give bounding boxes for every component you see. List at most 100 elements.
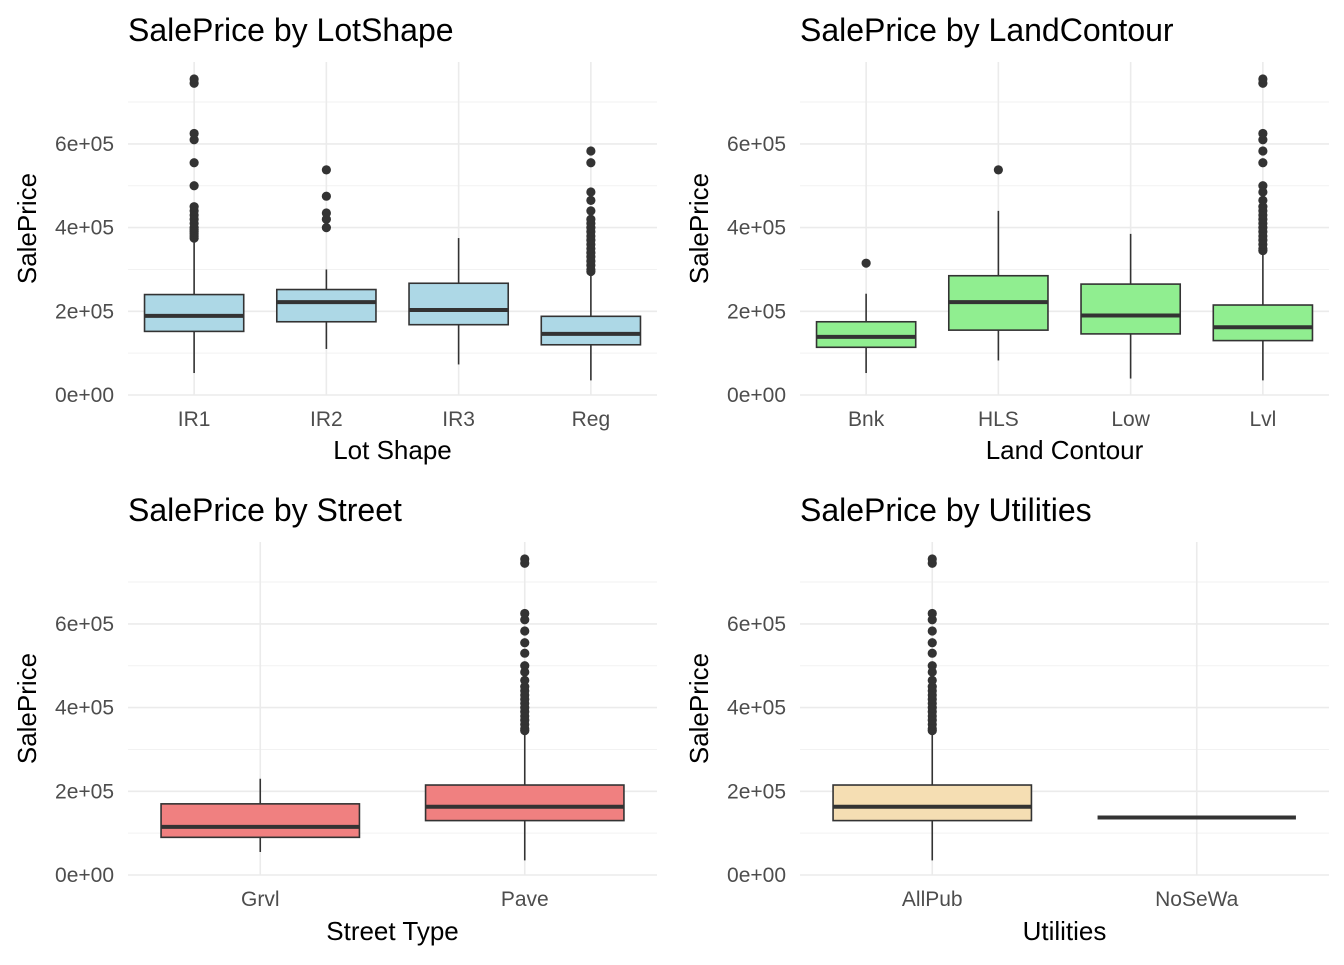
y-axis-title: SalePrice <box>684 173 714 284</box>
outlier-point <box>189 202 199 212</box>
x-tick-label: Low <box>1111 408 1150 431</box>
boxplot-panel-3: 0e+00 2e+05 4e+05 6e+05 Grvl Pave SalePrice by… <box>12 492 657 946</box>
box-IR3 <box>408 238 510 365</box>
box-body <box>143 293 245 333</box>
x-tick-label: AllPub <box>902 888 963 911</box>
box-body <box>1212 304 1314 342</box>
x-tick-label: Bnk <box>848 408 885 431</box>
outlier-point <box>586 146 596 156</box>
outlier-point <box>189 74 199 84</box>
y-tick-label: 2e+05 <box>727 300 786 323</box>
outlier-point <box>520 661 530 671</box>
x-axis-title: Utilities <box>1023 916 1107 946</box>
outlier-point <box>927 608 937 619</box>
y-axis-title: SalePrice <box>684 653 714 764</box>
box-Pave <box>424 554 625 861</box>
box-body <box>540 315 642 346</box>
outlier-point <box>520 626 530 636</box>
outlier-point <box>520 638 530 648</box>
y-tick-label: 6e+05 <box>55 133 114 156</box>
y-axis-title: SalePrice <box>12 653 42 764</box>
chart-title: SalePrice by LandContour <box>800 12 1174 48</box>
box-body <box>160 803 361 839</box>
x-axis-title: Land Contour <box>986 435 1144 465</box>
outlier-point <box>927 675 937 685</box>
y-tick-label: 0e+00 <box>727 864 786 887</box>
boxplot-panel-2: 0e+00 2e+05 4e+05 6e+05 Bnk HLS Low Lvl SalePric… <box>684 12 1329 465</box>
box-Reg <box>540 146 642 381</box>
y-tick-label: 4e+05 <box>727 697 786 720</box>
x-tick-label: Reg <box>572 408 611 431</box>
y-tick-label: 0e+00 <box>55 384 114 407</box>
boxplot-panel-4: 0e+00 2e+05 4e+05 6e+05 AllPub NoSeWa SalePric… <box>684 492 1329 946</box>
y-tick-label: 2e+05 <box>727 780 786 803</box>
outlier-point <box>321 223 331 233</box>
boxplot-panel-1: 0e+00 2e+05 4e+05 6e+05 IR1 IR2 IR3 Reg SalePric… <box>12 12 657 465</box>
outlier-point <box>1258 146 1268 156</box>
box-body <box>408 282 510 326</box>
outlier-point <box>586 195 596 205</box>
box-Bnk <box>815 258 917 374</box>
box-Lvl <box>1212 74 1314 381</box>
box-body <box>1080 283 1182 335</box>
outlier-point <box>189 181 199 191</box>
x-tick-label: Pave <box>501 888 549 911</box>
x-tick-label: Grvl <box>241 888 280 911</box>
outlier-point <box>927 648 937 658</box>
box-HLS <box>947 165 1049 361</box>
outlier-point <box>927 626 937 636</box>
box-body <box>275 288 377 323</box>
x-tick-label: IR3 <box>442 408 475 431</box>
chart-title: SalePrice by Utilities <box>800 492 1092 528</box>
y-tick-label: 6e+05 <box>727 613 786 636</box>
outlier-point <box>586 187 596 197</box>
x-tick-label: Lvl <box>1249 408 1276 431</box>
outlier-point <box>520 675 530 685</box>
y-tick-label: 4e+05 <box>727 217 786 240</box>
x-axis-title: Street Type <box>326 916 459 946</box>
outlier-point <box>1258 74 1268 84</box>
outlier-point <box>586 214 596 224</box>
outlier-point <box>1258 158 1268 168</box>
box-Low <box>1080 233 1182 379</box>
outlier-point <box>321 165 331 175</box>
outlier-point <box>321 208 331 218</box>
x-tick-label: NoSeWa <box>1155 888 1239 911</box>
y-axis-title: SalePrice <box>12 173 42 284</box>
x-axis-title: Lot Shape <box>333 435 452 465</box>
outlier-point <box>586 206 596 216</box>
outlier-point <box>1258 128 1268 139</box>
box-IR1 <box>143 74 245 374</box>
y-tick-label: 2e+05 <box>55 780 114 803</box>
y-tick-label: 4e+05 <box>55 697 114 720</box>
outlier-point <box>927 638 937 648</box>
outlier-point <box>927 661 937 671</box>
y-tick-label: 0e+00 <box>727 384 786 407</box>
outlier-point <box>321 191 331 201</box>
chart-title: SalePrice by Street <box>128 492 402 528</box>
outlier-point <box>993 165 1003 175</box>
box-IR2 <box>275 165 377 349</box>
box-body <box>832 784 1033 822</box>
outlier-point <box>1258 195 1268 205</box>
outlier-point <box>189 158 199 168</box>
y-tick-label: 6e+05 <box>55 613 114 636</box>
box-body <box>815 320 917 349</box>
x-tick-label: IR1 <box>178 408 211 431</box>
outlier-point <box>586 158 596 168</box>
outlier-point <box>520 608 530 619</box>
chart-title: SalePrice by LotShape <box>128 12 454 48</box>
box-AllPub <box>832 554 1033 861</box>
box-Grvl <box>160 778 361 852</box>
outlier-point <box>927 554 937 564</box>
outlier-point <box>520 648 530 658</box>
box-body <box>424 784 625 822</box>
outlier-point <box>520 554 530 564</box>
y-tick-label: 0e+00 <box>55 864 114 887</box>
y-tick-label: 6e+05 <box>727 133 786 156</box>
outlier-point <box>861 258 871 268</box>
y-tick-label: 2e+05 <box>55 300 114 323</box>
outlier-point <box>189 128 199 139</box>
